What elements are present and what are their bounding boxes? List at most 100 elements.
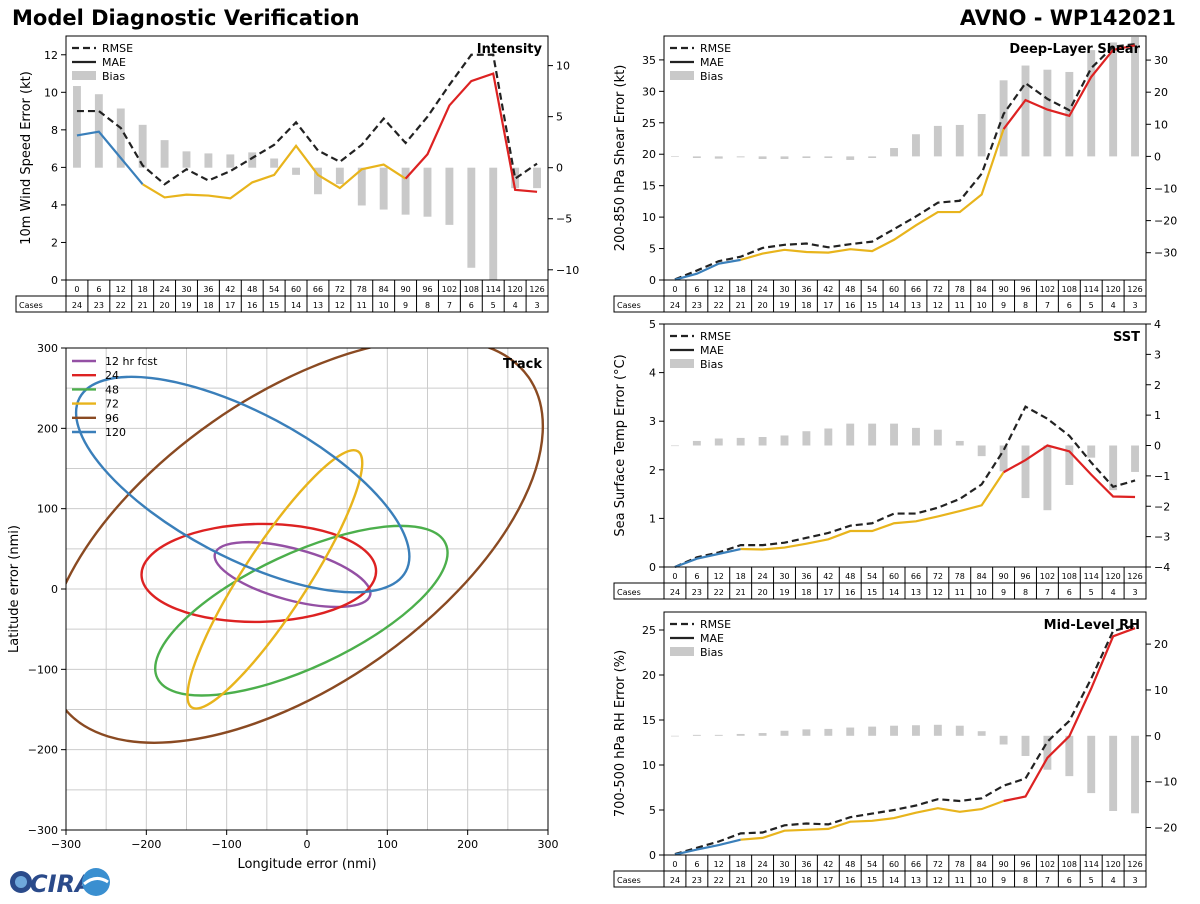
y2-tick-label: 4 — [1154, 318, 1161, 331]
case-count: 23 — [692, 301, 702, 310]
hour-label: 78 — [955, 572, 965, 581]
bias-bar — [955, 725, 964, 736]
case-count: 4 — [1111, 301, 1116, 310]
case-count: 13 — [911, 876, 921, 885]
mae-line-late — [404, 72, 538, 193]
hour-label: 12 — [116, 285, 126, 294]
hour-label: 72 — [933, 860, 943, 869]
hour-label: 42 — [823, 860, 833, 869]
bias-bar — [802, 156, 811, 158]
y-tick-label: 6 — [51, 161, 58, 174]
bias-bar — [802, 431, 811, 446]
y-tick-label: 3 — [649, 415, 656, 428]
case-count: 8 — [425, 301, 430, 310]
bias-bar — [182, 151, 191, 168]
hour-label: 120 — [507, 285, 522, 294]
bias-bar — [467, 167, 476, 268]
hour-label: 102 — [442, 285, 457, 294]
x-tick-label: −100 — [212, 838, 242, 851]
bias-bar — [780, 435, 789, 446]
hour-label: 18 — [736, 285, 746, 294]
case-count: 14 — [291, 301, 301, 310]
hour-label: 90 — [400, 285, 410, 294]
case-count: 12 — [933, 588, 943, 597]
legend-label: 12 hr fcst — [105, 355, 158, 368]
hour-label: 102 — [1040, 572, 1055, 581]
hour-label: 6 — [694, 285, 699, 294]
y2-tick-label: −4 — [1154, 561, 1170, 574]
y-tick-label: 15 — [642, 714, 656, 727]
cases-label-cell — [613, 295, 665, 313]
y2-tick-label: 0 — [1154, 150, 1161, 163]
hour-label: 102 — [1040, 285, 1055, 294]
case-count: 4 — [1111, 876, 1116, 885]
bias-bar — [1131, 445, 1139, 472]
x-tick-label: 100 — [377, 838, 398, 851]
mae-line-early — [674, 547, 741, 569]
hour-label: 78 — [357, 285, 367, 294]
logo-globe-core — [15, 876, 27, 888]
hour-label: 126 — [1127, 285, 1142, 294]
hour-label: 36 — [203, 285, 213, 294]
bias-bar — [780, 730, 789, 736]
hour-label: 24 — [159, 285, 169, 294]
legend-mae-label: MAE — [700, 632, 724, 645]
hour-label: 18 — [138, 285, 148, 294]
plot-frame — [663, 323, 1147, 568]
case-count: 20 — [757, 876, 767, 885]
hour-label: 96 — [1020, 572, 1030, 581]
legend-label: 48 — [105, 383, 119, 396]
y-tick-label: 0 — [649, 561, 656, 574]
case-count: 10 — [977, 301, 987, 310]
hour-label: 12 — [714, 285, 724, 294]
cases-label-cell — [613, 582, 665, 600]
y-tick-label: 0 — [649, 849, 656, 862]
hour-label: 66 — [911, 285, 921, 294]
y2-tick-label: 5 — [556, 111, 563, 124]
legend-rmse-label: RMSE — [700, 618, 731, 631]
hour-label: 108 — [1062, 285, 1077, 294]
case-count: 16 — [845, 588, 855, 597]
y-tick-label: 35 — [642, 54, 656, 67]
case-count: 19 — [779, 588, 789, 597]
case-count: 17 — [823, 876, 833, 885]
legend-mae-label: MAE — [700, 56, 724, 69]
bias-bar — [714, 438, 723, 446]
case-count: 21 — [138, 301, 148, 310]
y2-tick-label: 10 — [1154, 118, 1168, 131]
legend-bias-label: Bias — [700, 358, 723, 371]
logo-image: CIRA — [10, 868, 110, 898]
case-count: 14 — [889, 588, 899, 597]
hour-label: 114 — [1084, 860, 1099, 869]
y-tick-label: 300 — [37, 342, 58, 355]
bias-bar — [401, 167, 410, 215]
cases-label: Cases — [617, 301, 641, 310]
y-tick-label: 4 — [51, 199, 58, 212]
case-count: 6 — [1067, 301, 1072, 310]
mae-line-mid — [142, 143, 407, 200]
y-tick-label: 0 — [649, 274, 656, 287]
model-storm-title: AVNO - WP142021 — [959, 6, 1176, 30]
case-count: 20 — [159, 301, 169, 310]
case-count: 24 — [670, 588, 680, 597]
bias-bar — [226, 154, 235, 168]
bias-bar — [1021, 735, 1030, 756]
hour-label: 0 — [672, 285, 677, 294]
legend-label: 120 — [105, 426, 126, 439]
bias-bar — [73, 86, 81, 168]
y2-tick-label: −2 — [1154, 500, 1170, 513]
bias-bar — [692, 156, 701, 158]
case-count: 11 — [955, 588, 965, 597]
hour-label: 120 — [1105, 285, 1120, 294]
case-count: 9 — [403, 301, 408, 310]
case-count: 12 — [933, 301, 943, 310]
hour-label: 90 — [998, 860, 1008, 869]
hour-label: 54 — [867, 572, 877, 581]
y2-tick-label: 0 — [1154, 730, 1161, 743]
hour-label: 42 — [225, 285, 235, 294]
y-axis-label: 200-850 hPa Shear Error (kt) — [613, 65, 628, 252]
case-count: 5 — [491, 301, 496, 310]
y2-tick-label: 3 — [1154, 348, 1161, 361]
hour-label: 60 — [889, 285, 899, 294]
